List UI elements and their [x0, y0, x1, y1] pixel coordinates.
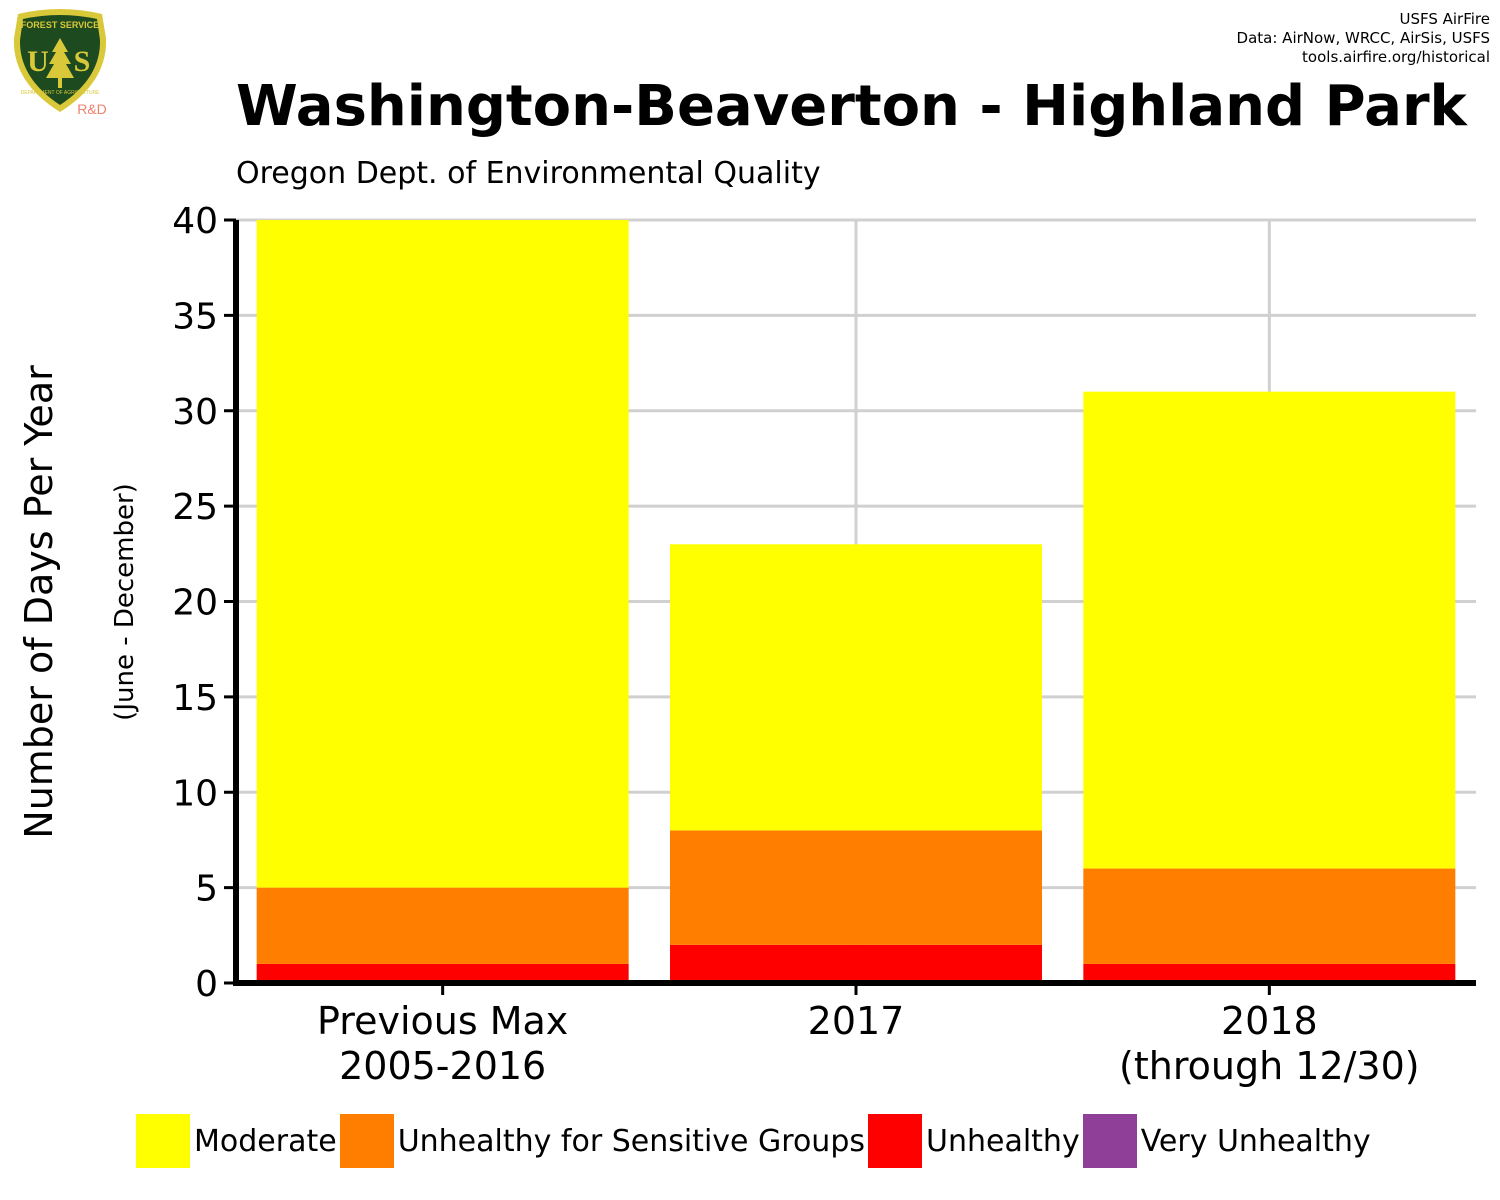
legend-item: Very Unhealthy: [1082, 1114, 1371, 1168]
credits-line-2: Data: AirNow, WRCC, AirSis, USFS: [1236, 29, 1490, 47]
legend-label: Unhealthy: [926, 1123, 1080, 1159]
y-axis-sublabel: (June - December): [110, 483, 140, 721]
x-tick-label: Previous Max: [317, 999, 568, 1043]
legend-swatch: [339, 1114, 394, 1168]
chart-subtitle: Oregon Dept. of Environmental Quality: [236, 156, 821, 191]
y-tick-label: 0: [195, 964, 218, 1005]
y-tick-label: 40: [172, 201, 218, 242]
y-tick-label: 10: [172, 773, 218, 814]
y-tick-label: 30: [172, 392, 218, 433]
legend-item: Moderate: [136, 1114, 337, 1168]
tree-icon: [46, 38, 74, 88]
x-tick-label: 2018: [1221, 999, 1318, 1043]
logo-top-text: FOREST SERVICE: [21, 20, 99, 30]
usfs-shield-logo: FOREST SERVICE U S DEPARTMENT OF AGRICUL…: [13, 9, 107, 117]
y-axis-label: Number of Days Per Year: [17, 365, 61, 839]
logo-rd-badge: R&D: [77, 101, 107, 117]
legend: Moderate Unhealthy for Sensitive Groups Un…: [136, 1113, 1374, 1169]
x-tick-label-line2: (through 12/30): [1119, 1044, 1420, 1088]
y-tick-label: 5: [195, 869, 218, 910]
y-tick-label: 20: [172, 583, 218, 624]
credits-line-1: USFS AirFire: [1399, 10, 1490, 28]
y-tick-label: 35: [172, 296, 218, 337]
legend-label: Very Unhealthy: [1140, 1123, 1371, 1159]
legend-item: Unhealthy: [868, 1114, 1080, 1168]
legend-label: Moderate: [194, 1123, 337, 1159]
x-tick-label-line2: 2005-2016: [339, 1044, 546, 1088]
x-tick-label: 2017: [808, 999, 905, 1043]
chart-title: Washington-Beaverton - Highland Park: [236, 74, 1467, 139]
bar-segment: [1083, 868, 1456, 964]
legend-label: Unhealthy for Sensitive Groups: [397, 1123, 865, 1159]
bar-layer: [256, 220, 1456, 983]
credits: USFS AirFire Data: AirNow, WRCC, AirSis,…: [1237, 10, 1490, 67]
bar-segment: [670, 830, 1042, 945]
legend-item: Unhealthy for Sensitive Groups: [339, 1114, 865, 1168]
bar-segment: [1083, 391, 1456, 869]
bar-segment: [670, 544, 1042, 831]
logo-letter-s: S: [74, 45, 91, 78]
legend-swatch: [1082, 1114, 1137, 1168]
credits-line-3: tools.airfire.org/historical: [1302, 48, 1490, 66]
bar-segment: [256, 220, 629, 888]
bar-segment: [670, 944, 1042, 983]
bar-segment: [256, 963, 629, 983]
logo-letter-u: U: [27, 45, 49, 78]
bar-segment: [1083, 963, 1456, 983]
y-tick-label: 15: [172, 678, 218, 719]
legend-swatch: [136, 1114, 190, 1168]
y-tick-label: 25: [172, 487, 218, 528]
logo-bottom-text: DEPARTMENT OF AGRICULTURE: [21, 90, 100, 96]
bar-segment: [256, 887, 629, 964]
legend-swatch: [868, 1114, 922, 1168]
